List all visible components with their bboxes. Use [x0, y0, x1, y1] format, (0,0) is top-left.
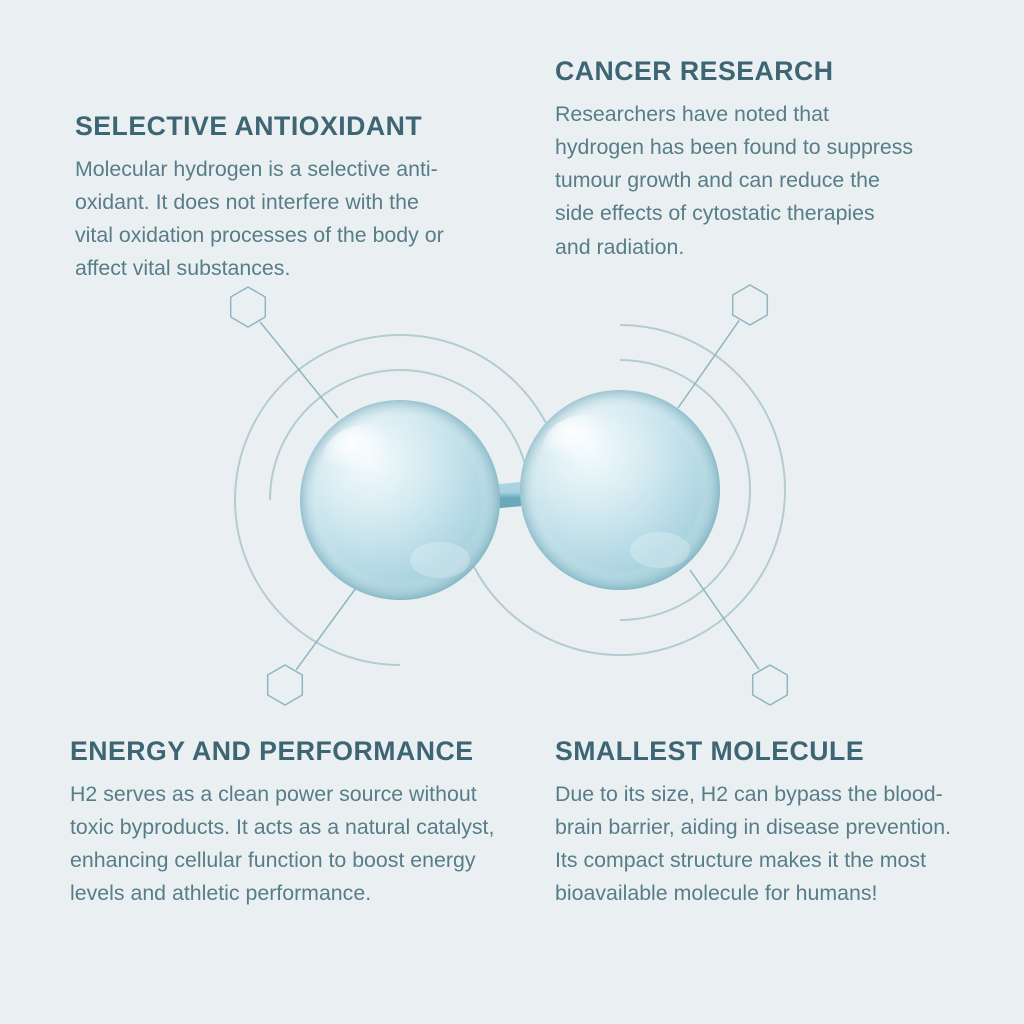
connector-line	[260, 322, 338, 418]
block-cancer-research: CANCER RESEARCH Researchers have noted t…	[555, 55, 915, 264]
block-smallest-molecule: SMALLEST MOLECULE Due to its size, H2 ca…	[555, 735, 955, 911]
hexagon-marker	[231, 287, 266, 327]
block-title: SELECTIVE ANTIOXIDANT	[75, 110, 445, 143]
hydrogen-atom-left	[300, 400, 500, 600]
connector-line	[296, 588, 356, 670]
hexagon-marker	[753, 665, 788, 705]
block-energy-performance: ENERGY AND PERFORMANCE H2 serves as a cl…	[70, 735, 500, 911]
hydrogen-atom-right	[520, 390, 720, 590]
block-title: SMALLEST MOLECULE	[555, 735, 955, 768]
infographic-stage: SELECTIVE ANTIOXIDANT Molecular hydrogen…	[0, 0, 1024, 1024]
block-body: H2 serves as a clean power source withou…	[70, 778, 500, 910]
block-title: CANCER RESEARCH	[555, 55, 915, 88]
block-body: Researchers have noted that hydrogen has…	[555, 98, 915, 263]
block-selective-antioxidant: SELECTIVE ANTIOXIDANT Molecular hydrogen…	[75, 110, 445, 286]
block-body: Molecular hydrogen is a selective anti-o…	[75, 153, 445, 285]
block-body: Due to its size, H2 can bypass the blood…	[555, 778, 955, 910]
connector-line	[690, 570, 759, 669]
hexagon-marker	[733, 285, 768, 325]
hexagon-marker	[268, 665, 303, 705]
block-title: ENERGY AND PERFORMANCE	[70, 735, 500, 768]
